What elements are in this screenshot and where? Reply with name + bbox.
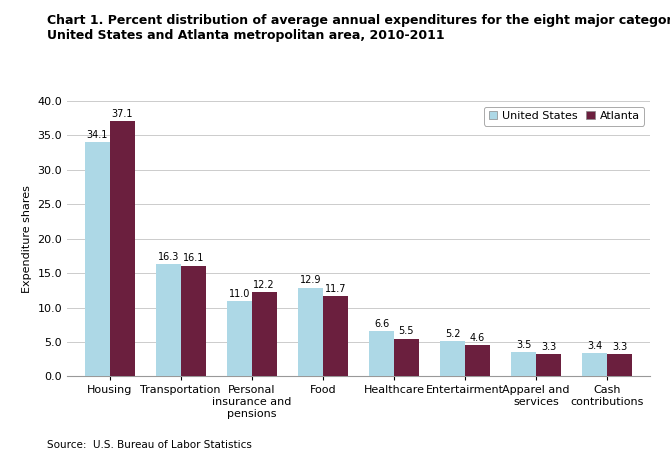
Text: 16.3: 16.3 [157,252,179,262]
Text: 3.3: 3.3 [541,341,556,352]
Text: 12.9: 12.9 [299,275,321,285]
Text: 4.6: 4.6 [470,333,485,342]
Text: 6.6: 6.6 [374,319,389,329]
Bar [394,339,419,376]
Text: 37.1: 37.1 [111,109,133,119]
Bar [252,292,277,376]
Text: 3.5: 3.5 [516,340,531,350]
Text: Source:  U.S. Bureau of Labor Statistics: Source: U.S. Bureau of Labor Statistics [47,440,252,450]
Text: 5.2: 5.2 [445,329,460,339]
Bar [298,287,323,376]
Bar [582,353,607,376]
Text: 5.5: 5.5 [399,326,414,336]
Text: Chart 1. Percent distribution of average annual expenditures for the eight major: Chart 1. Percent distribution of average… [47,14,670,42]
Text: 11.0: 11.0 [228,289,250,298]
Bar [227,301,252,376]
Bar [181,265,206,376]
Bar [323,296,348,376]
Legend: United States, Atlanta: United States, Atlanta [484,106,645,125]
Bar [369,331,394,376]
Bar [110,121,135,376]
Bar [511,353,536,376]
Bar [607,353,632,376]
Bar [156,264,181,376]
Y-axis label: Expenditure shares: Expenditure shares [22,185,32,293]
Text: 16.1: 16.1 [182,253,204,263]
Text: 3.4: 3.4 [587,341,602,351]
Text: 34.1: 34.1 [86,129,108,140]
Bar [536,353,561,376]
Text: 11.7: 11.7 [324,284,346,294]
Text: 3.3: 3.3 [612,341,627,352]
Text: 12.2: 12.2 [253,280,275,290]
Bar [465,345,490,376]
Bar [440,341,465,376]
Bar [85,141,110,376]
